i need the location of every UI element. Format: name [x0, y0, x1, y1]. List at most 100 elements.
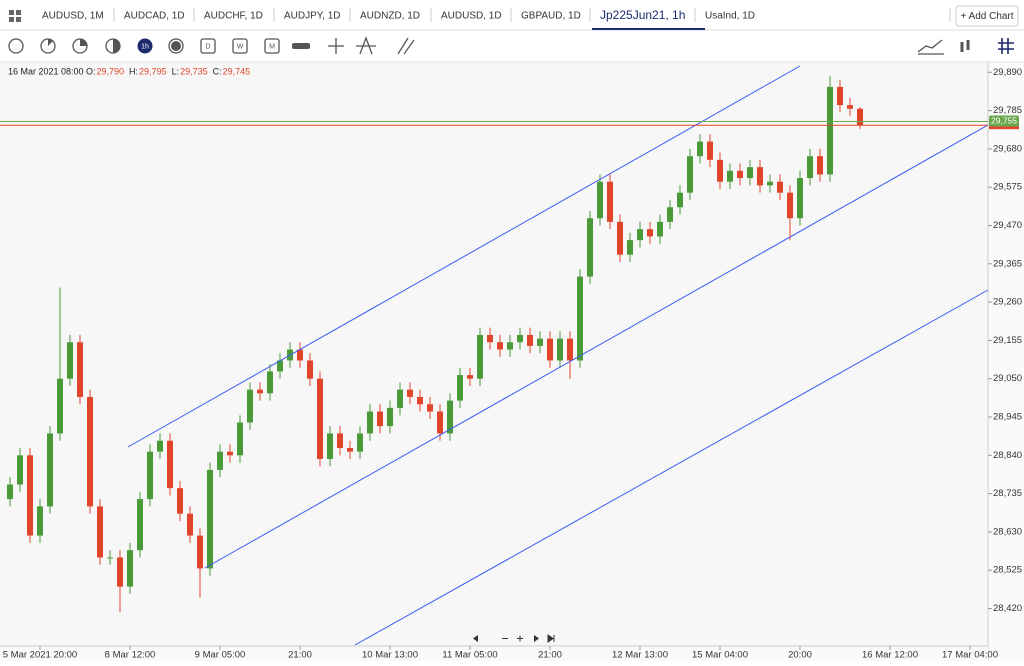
candle-body [37, 506, 43, 536]
ohlc-header: 16 Mar 2021 08:00 O: 29,790 H: 29,795 L: 29,7… [8, 66, 250, 76]
candle-body [407, 389, 413, 397]
tab[interactable]: AUDCAD, 1D [124, 11, 185, 22]
candle-body [17, 455, 23, 485]
candle-body [547, 338, 553, 361]
candle-body [107, 557, 113, 559]
candle-body [77, 342, 83, 397]
candle-body [67, 342, 73, 379]
candle-body [827, 86, 833, 175]
tab-bar [0, 0, 1024, 30]
y-tick-label: 29,365 [993, 258, 1022, 269]
x-tick-label: 21:00 [538, 650, 562, 661]
candle-body [317, 378, 323, 459]
header-value: 29,790 [97, 66, 125, 76]
candle-body [677, 192, 683, 208]
candle-body [857, 108, 863, 126]
y-tick-label: 29,785 [993, 105, 1022, 116]
candle-body [817, 156, 823, 175]
candle-body [217, 451, 223, 470]
candles [7, 75, 863, 613]
candle-body [557, 338, 563, 361]
candle-body [57, 378, 63, 434]
navigation-controls[interactable] [472, 634, 555, 643]
tab[interactable]: AUDUSD, 1M [42, 11, 104, 22]
candle-body [47, 433, 53, 507]
y-tick-label: 28,630 [993, 526, 1022, 537]
candle-body [527, 334, 533, 346]
candle-body [157, 440, 163, 452]
x-tick-label: 20:00 [788, 650, 812, 661]
candle-body [97, 506, 103, 558]
candle-body [257, 389, 263, 394]
trend-channel[interactable] [127, 65, 989, 646]
tab[interactable]: AUDUSD, 1D [441, 11, 502, 22]
candle-body [747, 167, 753, 179]
tab[interactable]: AUDNZD, 1D [360, 11, 420, 22]
header-value: 29,735 [180, 66, 208, 76]
candle-body [347, 448, 353, 452]
x-tick-label: 21:00 [288, 650, 312, 661]
candle-body [27, 455, 33, 536]
tab[interactable]: AUDJPY, 1D [284, 11, 341, 22]
y-tick-label: 29,155 [993, 335, 1022, 346]
candle-body [627, 240, 633, 255]
header-key: L: [172, 66, 180, 76]
current-price-label: 29,755 [991, 115, 1017, 125]
candle-body [657, 221, 663, 237]
candle-body [837, 86, 843, 106]
candle-body [797, 178, 803, 219]
candle-body [147, 451, 153, 500]
candle-body [777, 181, 783, 193]
y-tick-label: 28,525 [993, 565, 1022, 576]
candle-body [597, 181, 603, 219]
candle-body [807, 156, 813, 179]
add-chart-label[interactable]: + Add Chart [960, 11, 1013, 22]
header-key: H: [129, 66, 138, 76]
tab[interactable]: UsaInd, 1D [705, 11, 755, 22]
candle-body [117, 557, 123, 587]
candle-body [567, 338, 573, 361]
x-tick-label: 16 Mar 12:00 [862, 650, 918, 661]
candle-body [187, 513, 193, 536]
x-tick-label: 9 Mar 05:00 [195, 650, 246, 661]
x-tick-label: 15 Mar 04:00 [692, 650, 748, 661]
add-chart-button[interactable] [955, 5, 1019, 27]
candle-body [587, 218, 593, 277]
candle-body [517, 334, 523, 343]
y-tick-label: 28,945 [993, 412, 1022, 423]
candle-body [227, 451, 233, 456]
menu-icon[interactable] [9, 10, 21, 22]
candle-body [687, 156, 693, 193]
drawing-tools[interactable] [8, 36, 1014, 55]
interval-icon-label[interactable]: W [237, 43, 244, 50]
active-tab[interactable]: Jp225Jun21, 1h [600, 8, 685, 22]
candle-body [647, 229, 653, 237]
candle-body [237, 422, 243, 456]
candle-body [417, 396, 423, 405]
interval-icon-label[interactable]: 1h [141, 43, 149, 50]
candle-body [457, 375, 463, 401]
tab[interactable]: GBPAUD, 1D [521, 11, 581, 22]
y-tick-label: 29,680 [993, 143, 1022, 154]
tab[interactable]: AUDCHF, 1D [204, 11, 263, 22]
header-value: 29,795 [139, 66, 167, 76]
y-tick-label: 28,735 [993, 488, 1022, 499]
candle-body [377, 411, 383, 427]
candle-body [127, 550, 133, 587]
candle-body [357, 433, 363, 452]
candle-body [367, 411, 373, 434]
candle-body [267, 371, 273, 394]
y-tick-label: 29,260 [993, 297, 1022, 308]
header-key: O: [86, 66, 96, 76]
candle-body [617, 221, 623, 255]
y-tick-label: 28,420 [993, 603, 1022, 614]
candle-body [387, 407, 393, 427]
interval-icon-label[interactable]: D [205, 43, 210, 50]
plot-area [0, 63, 988, 646]
y-tick-label: 29,050 [993, 373, 1022, 384]
interval-icon-label[interactable]: M [269, 43, 275, 50]
x-tick-label: 11 Mar 05:00 [442, 650, 497, 661]
x-tick-label: 10 Mar 13:00 [362, 650, 418, 661]
y-tick-label: 29,575 [993, 182, 1022, 193]
